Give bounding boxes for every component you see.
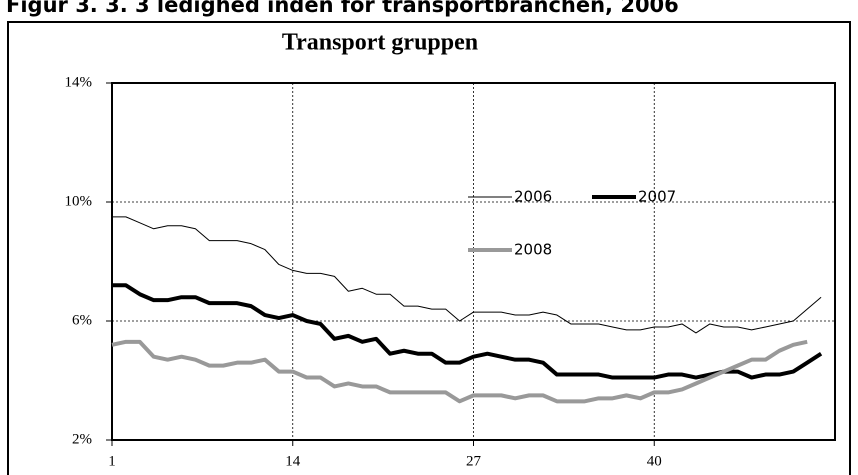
line-series <box>112 216 822 334</box>
line-series <box>112 283 823 380</box>
chart-frame <box>7 21 851 475</box>
legend-label: 2008 <box>514 241 552 259</box>
y-tick-label: 14% <box>65 74 93 90</box>
y-tick-label: 2% <box>72 431 92 447</box>
y-tick-label: 10% <box>65 193 93 209</box>
x-tick-label: 14 <box>285 453 301 469</box>
x-tick-label: 1 <box>108 453 116 469</box>
line-series <box>111 339 808 404</box>
plot-border <box>111 82 836 441</box>
x-tick-label: 40 <box>647 453 662 469</box>
legend-label: 2006 <box>514 188 552 206</box>
figure-caption: Figur 3. 3. 3 ledighed inden for transpo… <box>6 0 679 17</box>
y-tick-label: 6% <box>72 312 92 328</box>
chart-title: Transport gruppen <box>282 30 478 56</box>
legend-label: 2007 <box>638 188 676 206</box>
x-tick-label: 27 <box>466 453 482 469</box>
